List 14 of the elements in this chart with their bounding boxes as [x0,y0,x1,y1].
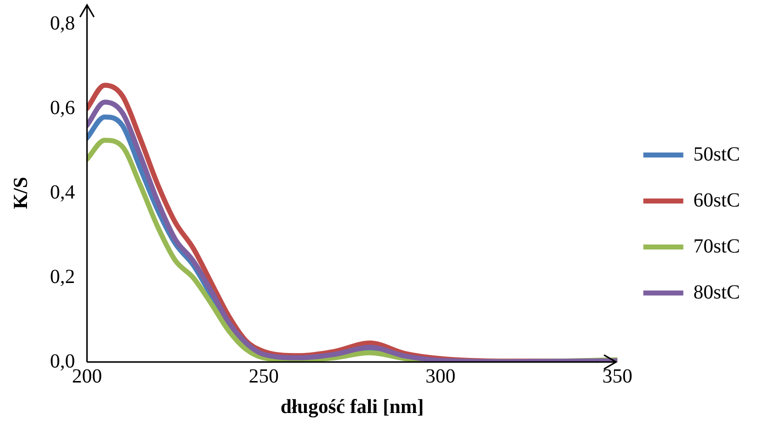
x-tick-label: 350 [602,365,632,388]
y-tick-label: 0,6 [50,96,75,119]
legend-label: 70stC [693,235,740,258]
y-axis-title: K/S [10,176,32,210]
y-tick-label: 0,8 [50,12,75,34]
y-tick-label: 0,2 [50,266,75,288]
legend-label: 50stC [693,143,740,166]
x-axis-title: długość fali [nm] [280,396,424,418]
x-tick-label: 200 [72,365,102,388]
y-tick-label: 0,4 [50,181,75,204]
legend-label: 60stC [693,189,740,212]
legend-label: 80stC [693,281,740,304]
x-tick-label: 250 [248,365,279,388]
x-tick-label: 300 [426,365,456,388]
